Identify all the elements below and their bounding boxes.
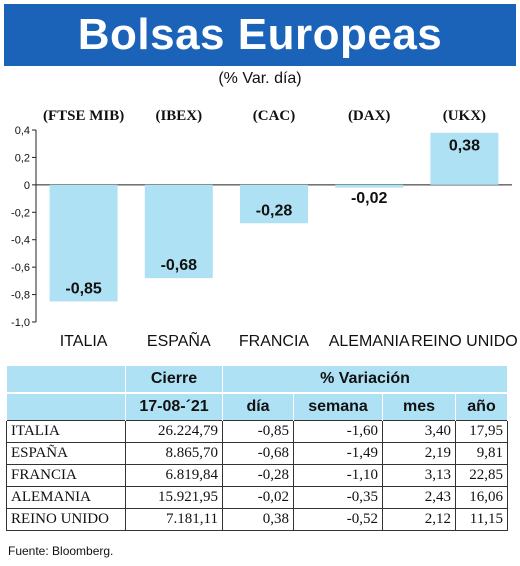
data-label: -0,68	[161, 257, 198, 274]
cell-cierre: 6.819,84	[125, 464, 223, 487]
chart-title: Bolsas Europeas	[77, 10, 443, 59]
index-label: (FTSE MIB)	[43, 108, 124, 124]
subheader-empty-cell	[6, 392, 126, 421]
subheader-semana: semana	[293, 392, 383, 421]
title-banner: Bolsas Europeas	[4, 4, 516, 66]
cell-cierre: 7.181,11	[125, 508, 223, 531]
table-header-row: Cierre % Variación	[6, 366, 508, 393]
table-row: ALEMANIA 15.921,95 -0,02 -0,35 2,43 16,06	[6, 486, 508, 509]
y-tick-label: -1,0	[11, 317, 30, 329]
table-body: ITALIA 26.224,79 -0,85 -1,60 3,40 17,95 ESPAÑA…	[6, 420, 508, 531]
bar-chart: 0,4 0,2 0 -0,2 -0,4 -0,6 -0,8 -1,0 -0,85 (FTSE MI…	[11, 108, 518, 350]
data-label: -0,28	[256, 202, 293, 219]
index-label: (IBEX)	[155, 108, 202, 124]
source-note: Fuente: Bloomberg.	[8, 544, 114, 558]
cell-dia: -0,28	[222, 464, 294, 487]
bar	[430, 132, 499, 185]
table-row: ESPAÑA 8.865,70 -0,68 -1,49 2,19 9,81	[6, 442, 508, 465]
cell-cierre: 15.921,95	[125, 486, 223, 509]
cell-dia: -0,68	[222, 442, 294, 465]
cell-ano: 16,06	[455, 486, 508, 509]
category-label: ITALIA	[60, 333, 108, 350]
cell-mes: 3,13	[382, 464, 456, 487]
cell-country: ALEMANIA	[6, 486, 126, 509]
chart-subtitle: (% Var. día)	[218, 70, 302, 87]
cell-dia: -0,02	[222, 486, 294, 509]
bar	[240, 184, 308, 224]
cell-semana: -1,49	[293, 442, 383, 465]
cell-mes: 2,19	[382, 442, 456, 465]
bar	[49, 184, 118, 302]
category-label: ALEMANIA	[329, 333, 410, 350]
cell-mes: 3,40	[382, 420, 456, 443]
header-empty-cell	[6, 366, 126, 393]
cell-semana: -0,35	[293, 486, 383, 509]
cell-cierre: 8.865,70	[125, 442, 223, 465]
index-label: (UKX)	[443, 108, 486, 124]
category-label: FRANCIA	[239, 333, 310, 350]
bar	[335, 184, 404, 188]
cell-ano: 17,95	[455, 420, 508, 443]
cell-mes: 2,12	[382, 508, 456, 531]
subheader-date: 17-08-´21	[125, 392, 223, 421]
category-label: ESPAÑA	[147, 330, 211, 350]
y-tick-label: 0	[24, 180, 30, 192]
y-tick-label: 0,4	[15, 125, 30, 137]
table-row: ITALIA 26.224,79 -0,85 -1,60 3,40 17,95	[6, 420, 508, 443]
data-label: 0,38	[449, 138, 480, 155]
y-tick-label: -0,6	[11, 262, 30, 274]
index-label: (DAX)	[348, 108, 391, 124]
data-label: -0,85	[65, 280, 102, 297]
cell-dia: -0,85	[222, 420, 294, 443]
cell-semana: -1,10	[293, 464, 383, 487]
header-cierre: Cierre	[125, 366, 223, 393]
subheader-mes: mes	[382, 392, 456, 421]
cell-country: FRANCIA	[6, 464, 126, 487]
y-tick-label: -0,8	[11, 290, 30, 302]
cell-ano: 11,15	[455, 508, 508, 531]
data-table: Cierre % Variación 17-08-´21 día semana …	[6, 366, 508, 531]
cell-semana: -1,60	[293, 420, 383, 443]
table-row: REINO UNIDO 7.181,11 0,38 -0,52 2,12 11,15	[6, 508, 508, 531]
y-tick-label: -0,4	[11, 235, 30, 247]
table-subheader-row: 17-08-´21 día semana mes año	[6, 392, 508, 421]
table-row: FRANCIA 6.819,84 -0,28 -1,10 3,13 22,85	[6, 464, 508, 487]
cell-cierre: 26.224,79	[125, 420, 223, 443]
index-label: (CAC)	[253, 108, 296, 124]
cell-country: ESPAÑA	[6, 442, 126, 465]
bar	[144, 184, 213, 279]
cell-ano: 22,85	[455, 464, 508, 487]
y-tick-label: 0,2	[15, 152, 30, 164]
subheader-ano: año	[455, 392, 508, 421]
cell-country: REINO UNIDO	[6, 508, 126, 531]
y-tick-label: -0,2	[11, 207, 30, 219]
header-variacion: % Variación	[222, 366, 508, 393]
cell-semana: -0,52	[293, 508, 383, 531]
cell-mes: 2,43	[382, 486, 456, 509]
cell-country: ITALIA	[6, 420, 126, 443]
cell-dia: 0,38	[222, 508, 294, 531]
data-label: -0,02	[351, 190, 388, 207]
subheader-dia: día	[222, 392, 294, 421]
category-label: REINO UNIDO	[411, 333, 518, 350]
cell-ano: 9,81	[455, 442, 508, 465]
